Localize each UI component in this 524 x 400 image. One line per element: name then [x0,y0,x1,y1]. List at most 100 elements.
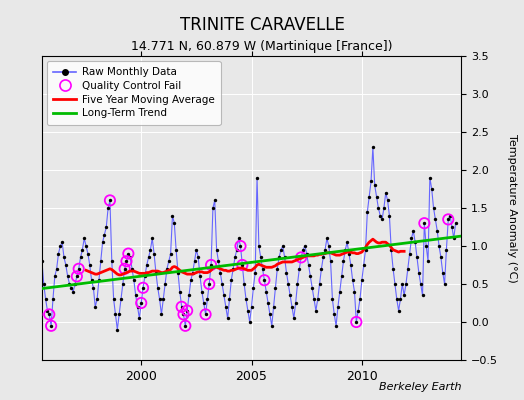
Point [121,266,129,272]
Point [315,281,324,287]
Point [207,262,215,268]
Point [179,311,188,318]
Point [313,296,322,302]
Text: TRINITE CARAVELLE: TRINITE CARAVELLE [180,16,344,34]
Point [260,277,269,283]
Point [402,281,410,287]
Point [387,246,396,253]
Point [392,296,401,302]
Point [431,216,440,222]
Point [352,319,361,325]
Point [288,304,296,310]
Point [122,258,130,264]
Point [238,262,246,268]
Y-axis label: Temperature Anomaly (°C): Temperature Anomaly (°C) [507,134,517,282]
Point [225,296,234,302]
Point [159,296,168,302]
Point [317,266,325,272]
Point [352,319,361,325]
Point [179,311,188,318]
Point [91,304,100,310]
Point [128,266,136,272]
Point [85,262,94,268]
Point [216,270,224,276]
Point [84,250,92,257]
Point [291,300,300,306]
Point [176,288,184,295]
Point [211,197,219,204]
Point [99,239,107,245]
Point [310,296,318,302]
Point [124,250,133,257]
Point [178,304,186,310]
Point [417,281,425,287]
Point [137,300,145,306]
Point [126,254,134,261]
Point [446,212,454,219]
Point [129,277,138,283]
Point [30,322,39,329]
Point [450,235,458,242]
Point [56,243,64,249]
Point [362,246,370,253]
Point [214,258,223,264]
Point [244,307,252,314]
Point [273,266,281,272]
Point [358,277,366,283]
Point [220,292,228,298]
Point [411,239,419,245]
Point [32,311,40,318]
Point [49,296,57,302]
Point [301,243,309,249]
Point [117,296,125,302]
Point [154,285,162,291]
Point [163,266,171,272]
Point [139,285,147,291]
Point [293,281,302,287]
Point [297,254,305,261]
Point [110,296,118,302]
Point [39,281,48,287]
Point [414,270,423,276]
Point [330,311,339,318]
Point [286,292,294,298]
Point [200,300,208,306]
Point [165,258,173,264]
Point [428,186,436,192]
Point [89,285,97,291]
Point [71,281,79,287]
Point [231,254,239,261]
Point [168,212,177,219]
Point [277,246,285,253]
Point [326,258,335,264]
Point [242,296,250,302]
Point [345,250,353,257]
Point [234,235,243,242]
Point [100,231,108,238]
Point [132,292,140,298]
Point [444,216,452,222]
Point [323,235,331,242]
Point [78,246,86,253]
Point [135,315,144,322]
Point [43,307,52,314]
Point [378,216,386,222]
Point [343,239,351,245]
Point [181,322,190,329]
Point [275,254,283,261]
Point [324,243,333,249]
Point [246,319,254,325]
Point [227,277,235,283]
Point [32,311,40,318]
Point [115,311,123,318]
Point [194,254,202,261]
Point [28,292,37,298]
Point [436,254,445,261]
Point [172,246,180,253]
Point [45,311,53,318]
Point [335,288,344,295]
Point [373,194,381,200]
Point [391,281,399,287]
Point [339,258,347,264]
Point [187,277,195,283]
